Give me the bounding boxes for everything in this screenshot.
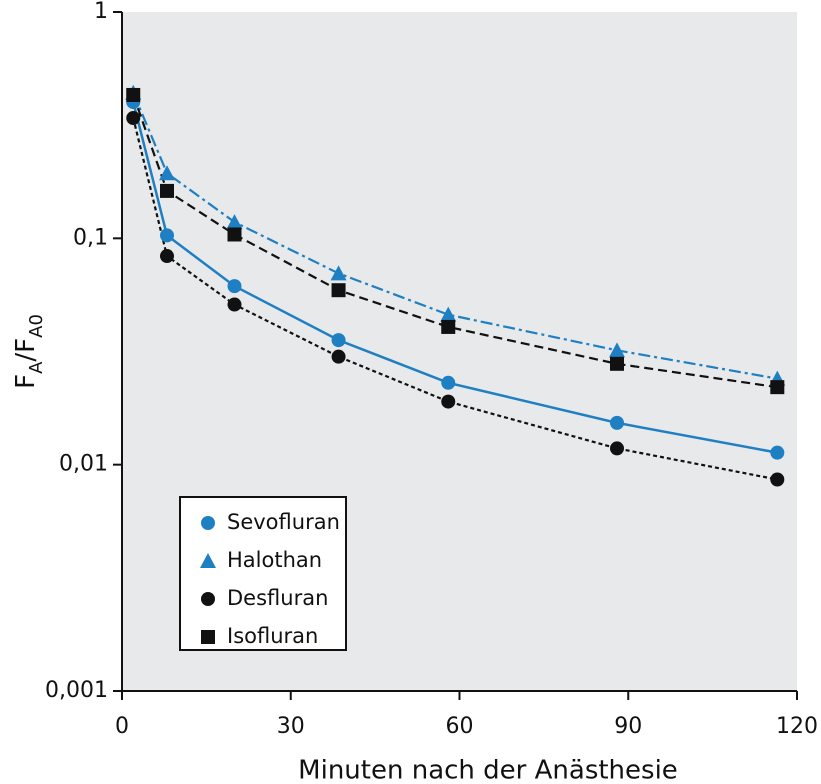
marker [441, 319, 456, 334]
marker [160, 249, 174, 264]
y-tick-label: 0,1 [73, 225, 108, 250]
x-axis-label: Minuten nach der Anästhesie [298, 756, 678, 784]
legend-marker [201, 592, 215, 606]
marker [441, 375, 456, 390]
marker [770, 472, 785, 487]
marker [610, 415, 624, 430]
x-tick-label: 120 [776, 714, 818, 739]
legend-label: Sevofluran [227, 510, 340, 534]
y-axis-label-part: A0 [26, 314, 47, 338]
marker [160, 183, 174, 198]
marker [610, 441, 624, 456]
marker [227, 279, 242, 294]
x-tick-label: 60 [446, 714, 474, 739]
y-tick-label: 0,01 [59, 452, 108, 477]
x-tick-label: 0 [115, 714, 129, 739]
marker [609, 342, 625, 358]
legend-label: Isofluran [227, 624, 318, 648]
marker [226, 214, 243, 230]
legend-label: Halothan [227, 548, 322, 572]
legend-marker [201, 630, 215, 644]
legend-marker [201, 516, 215, 530]
marker [610, 356, 624, 371]
marker [126, 87, 141, 102]
legend-label: Desfluran [227, 586, 328, 610]
marker [160, 228, 174, 243]
marker [440, 306, 457, 322]
marker [770, 380, 785, 395]
y-tick-label: 1 [94, 0, 108, 24]
marker [227, 297, 242, 312]
marker [441, 394, 456, 409]
x-tick-label: 90 [614, 714, 642, 739]
marker [330, 265, 347, 281]
y-axis-label-part: /F [11, 338, 41, 362]
y-axis-label-part: A [26, 361, 47, 374]
legend-marker [200, 553, 216, 568]
y-axis-label: FA/FA0 [11, 314, 47, 389]
marker [331, 349, 346, 364]
marker [331, 333, 346, 348]
marker [227, 227, 242, 242]
marker [159, 165, 175, 181]
marker [770, 445, 785, 460]
marker [126, 111, 141, 126]
x-tick-label: 30 [277, 714, 305, 739]
y-tick-label: 0,001 [45, 678, 108, 703]
y-axis-label-part: F [11, 374, 41, 389]
marker [331, 283, 346, 298]
